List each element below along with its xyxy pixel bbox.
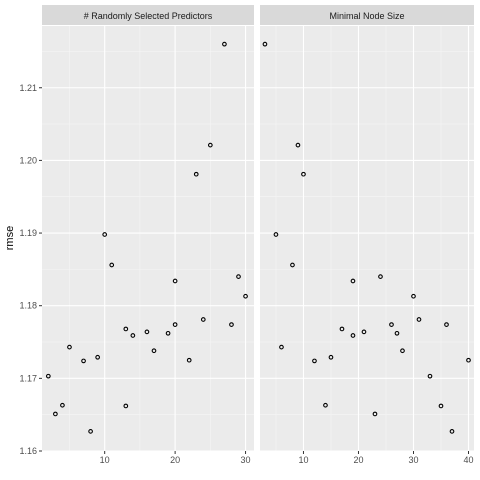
data-point <box>200 317 206 322</box>
data-point <box>466 357 471 363</box>
facet-strip <box>42 5 254 25</box>
data-point <box>130 333 136 338</box>
data-point <box>262 41 268 47</box>
y-tick-label: 1.18 <box>19 301 37 311</box>
data-point <box>350 333 356 338</box>
data-point <box>389 322 394 327</box>
facet-strip-label: # Randomly Selected Predictors <box>84 11 213 21</box>
data-point <box>279 344 284 350</box>
data-point <box>222 41 227 47</box>
panel-background <box>260 26 474 451</box>
x-tick-label: 10 <box>298 455 308 465</box>
data-point <box>323 402 328 408</box>
data-point <box>273 232 279 237</box>
data-point <box>290 262 295 268</box>
data-point <box>193 171 199 177</box>
data-point <box>186 357 192 363</box>
data-point <box>165 330 171 336</box>
data-point <box>123 403 129 409</box>
data-point <box>144 329 150 335</box>
data-point <box>350 278 356 284</box>
x-tick-label: 40 <box>463 455 473 465</box>
facet-strip-label: Minimal Node Size <box>329 11 404 21</box>
data-point <box>45 373 51 379</box>
data-point <box>236 274 241 279</box>
data-point <box>378 274 383 279</box>
data-point <box>81 358 86 364</box>
data-point <box>328 354 334 360</box>
data-point <box>53 411 58 417</box>
panel-background <box>42 26 254 451</box>
data-point <box>339 326 345 332</box>
data-point <box>444 322 449 327</box>
x-tick-label: 30 <box>241 455 251 465</box>
data-point <box>411 293 416 299</box>
data-point <box>372 411 378 417</box>
facet-strip <box>260 5 474 25</box>
y-tick-label: 1.17 <box>19 373 37 383</box>
data-point <box>301 171 306 177</box>
data-point <box>416 317 422 322</box>
data-point <box>449 429 455 434</box>
x-tick-label: 10 <box>100 455 110 465</box>
data-point <box>60 402 65 408</box>
data-point <box>312 358 317 364</box>
data-point <box>427 373 433 379</box>
data-point <box>151 348 157 354</box>
data-point <box>88 429 93 434</box>
y-tick-label: 1.20 <box>19 155 37 165</box>
data-point <box>123 326 129 332</box>
data-point <box>295 142 301 148</box>
data-point <box>95 354 100 360</box>
data-point <box>243 293 248 299</box>
data-point <box>109 262 115 268</box>
data-point <box>172 322 178 327</box>
data-point <box>394 330 400 336</box>
y-tick-label: 1.16 <box>19 446 37 456</box>
y-axis-title: rmse <box>4 226 16 250</box>
data-point <box>361 329 367 335</box>
data-point <box>102 232 108 237</box>
data-point <box>207 142 213 148</box>
data-point <box>67 344 72 350</box>
data-point <box>229 322 234 327</box>
data-point <box>172 278 178 284</box>
x-tick-label: 20 <box>170 455 180 465</box>
x-tick-label: 30 <box>408 455 418 465</box>
data-point <box>438 403 444 409</box>
y-tick-label: 1.21 <box>19 83 37 93</box>
data-point <box>400 348 405 354</box>
y-tick-label: 1.19 <box>19 228 37 238</box>
x-tick-label: 20 <box>353 455 363 465</box>
